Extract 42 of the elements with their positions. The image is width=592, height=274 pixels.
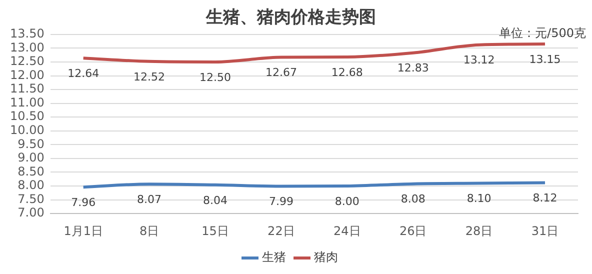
legend-label: 生猪 bbox=[262, 250, 286, 264]
data-label: 12.68 bbox=[331, 66, 363, 79]
y-tick-label: 9.00 bbox=[18, 150, 44, 165]
y-tick-label: 13.00 bbox=[10, 40, 44, 54]
x-tick-label: 15日 bbox=[202, 224, 229, 238]
x-tick-label: 28日 bbox=[465, 224, 493, 238]
data-label: 8.00 bbox=[334, 194, 360, 208]
data-label: 8.07 bbox=[137, 192, 162, 206]
x-tick-label: 8日 bbox=[139, 224, 160, 238]
y-tick-label: 12.50 bbox=[10, 54, 44, 68]
x-tick-label: 31日 bbox=[531, 224, 559, 238]
data-label: 12.83 bbox=[397, 62, 429, 75]
data-label: 8.04 bbox=[202, 194, 228, 207]
y-tick-label: 13.50 bbox=[10, 26, 44, 41]
y-tick-label: 11.00 bbox=[10, 95, 44, 110]
data-label: 8.08 bbox=[400, 192, 426, 206]
y-tick-label: 10.00 bbox=[10, 123, 44, 138]
x-tick-label: 22日 bbox=[268, 224, 295, 238]
data-label: 8.12 bbox=[532, 192, 558, 205]
data-label: 7.96 bbox=[71, 196, 96, 209]
y-tick-label: 11.50 bbox=[10, 82, 44, 96]
data-label: 13.15 bbox=[529, 52, 561, 66]
data-label: 12.50 bbox=[199, 70, 231, 84]
data-label: 8.10 bbox=[466, 192, 492, 206]
x-tick-label: 26日 bbox=[399, 224, 427, 238]
data-label: 13.12 bbox=[463, 54, 495, 67]
data-label: 7.99 bbox=[268, 195, 294, 208]
x-tick-label: 24日 bbox=[334, 224, 361, 238]
y-tick-label: 7.50 bbox=[18, 192, 44, 206]
y-tick-label: 7.00 bbox=[18, 206, 44, 220]
y-tick-label: 10.50 bbox=[10, 109, 44, 124]
y-tick-label: 12.00 bbox=[10, 68, 44, 82]
chart-title: 生猪、猪肉价格走势图 bbox=[205, 8, 376, 28]
data-label: 12.52 bbox=[134, 70, 166, 84]
data-label: 12.64 bbox=[68, 66, 100, 80]
annotation: 单位：元/500克 bbox=[499, 26, 586, 40]
x-tick-label: 1月1日 bbox=[64, 224, 103, 238]
legend-label: 猪肉 bbox=[314, 250, 338, 264]
y-tick-label: 8.50 bbox=[18, 164, 44, 178]
y-tick-label: 8.00 bbox=[18, 178, 44, 192]
data-label: 12.67 bbox=[265, 66, 297, 80]
y-tick-label: 9.50 bbox=[18, 136, 44, 151]
